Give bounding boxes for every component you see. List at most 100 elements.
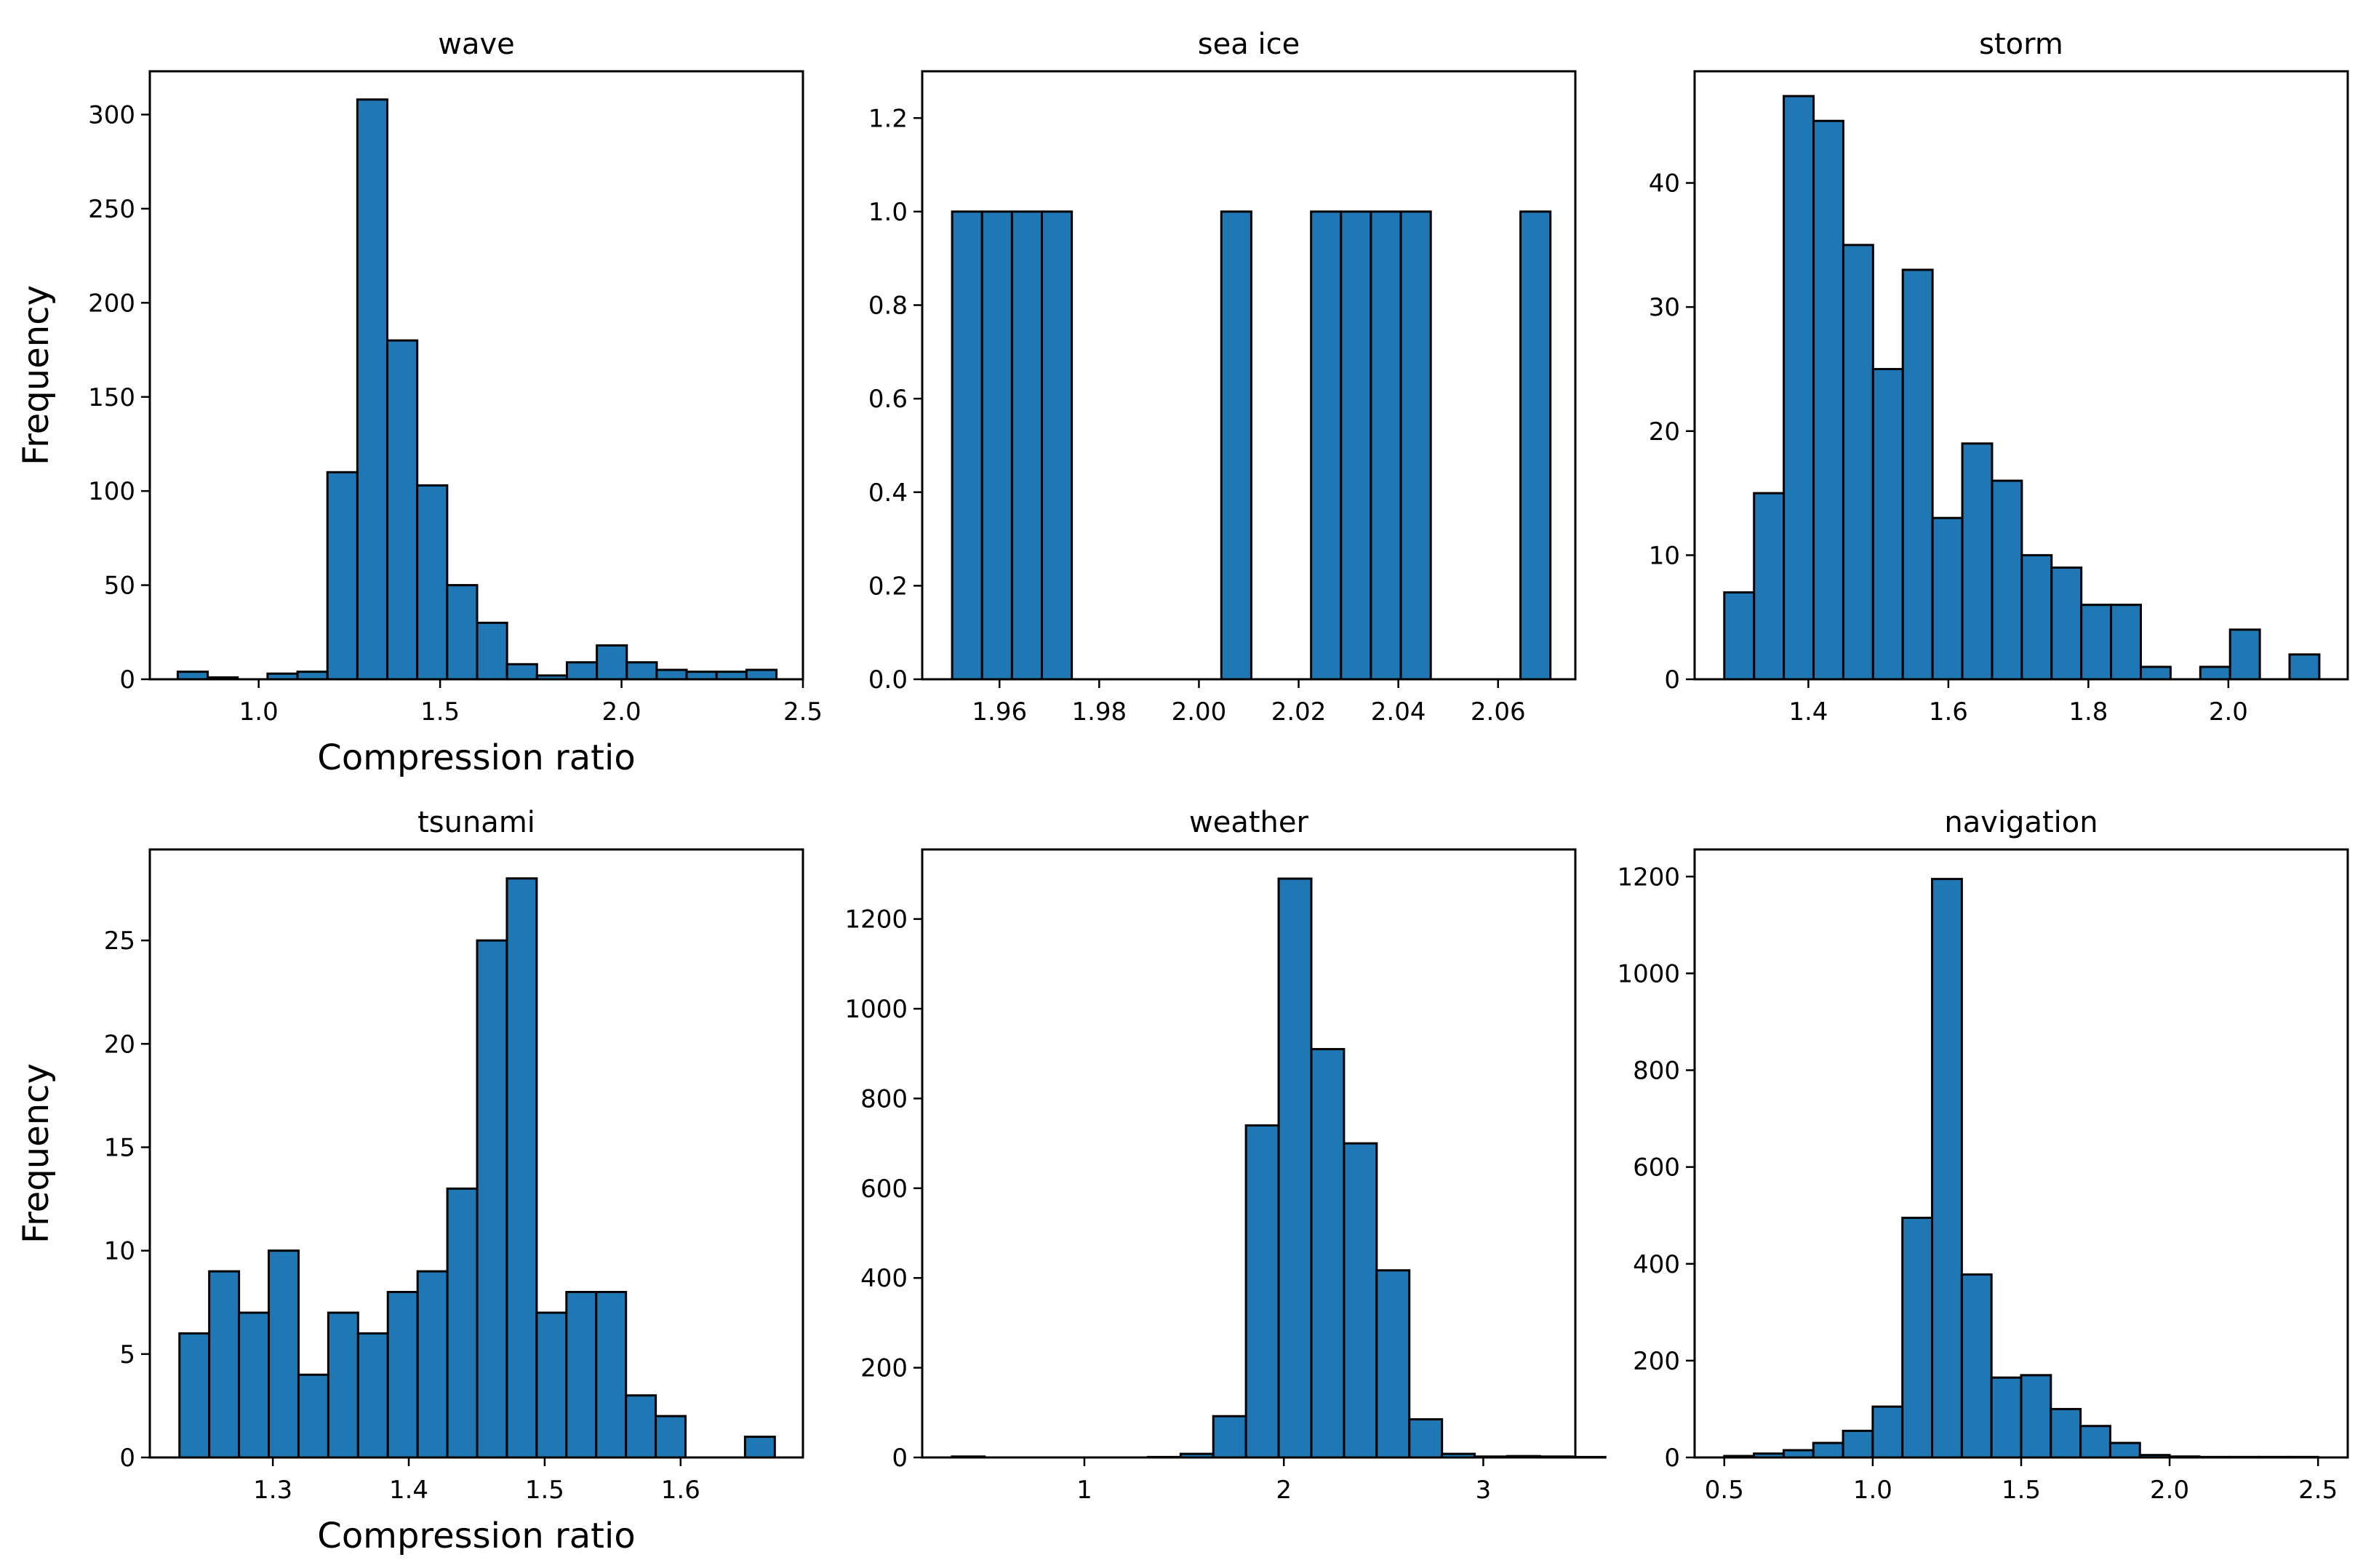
histogram-bar [1375, 1269, 1411, 1459]
y-tick-label: 1000 [844, 995, 908, 1024]
x-tick-label: 2.0 [2150, 1476, 2189, 1505]
axes-frame [921, 848, 1577, 1459]
axes-frame [148, 70, 804, 681]
x-tick-label: 1 [1076, 1476, 1092, 1505]
y-tick-label: 0.6 [868, 385, 908, 414]
histogram-bar [1931, 878, 1963, 1459]
histogram-bar [595, 1291, 628, 1459]
histogram-bar [1753, 492, 1786, 681]
x-tick-label: 2.0 [602, 697, 641, 727]
histogram-bar [356, 98, 389, 681]
y-tick-label: 1000 [1617, 959, 1680, 988]
histogram-bar [1783, 95, 1815, 681]
histogram-bar [2020, 553, 2053, 681]
histogram-bar [2020, 1374, 2052, 1459]
y-tick-label: 10 [1649, 541, 1680, 570]
histogram-bar [951, 210, 983, 681]
x-tick-label: 1.6 [661, 1476, 700, 1505]
histogram-bar [1991, 479, 2023, 681]
y-tick-label: 600 [860, 1175, 908, 1204]
histogram-bar [1842, 244, 1874, 681]
histogram-bar [685, 671, 718, 681]
histogram-bar [1723, 591, 1756, 681]
x-tick-label: 1.6 [1929, 697, 1968, 727]
y-tick-label: 200 [1633, 1347, 1680, 1376]
histogram-bar [476, 939, 508, 1459]
histogram-bar [1871, 1405, 1904, 1459]
x-tick-label: 2.00 [1172, 697, 1227, 727]
x-tick-label: 1.5 [2002, 1476, 2041, 1505]
x-axis-label: Compression ratio [317, 1516, 635, 1556]
histogram-bar [2108, 1441, 2141, 1459]
histogram-bar [2080, 604, 2113, 681]
histogram-bar [1212, 1415, 1247, 1459]
histogram-bar [1812, 1441, 1844, 1459]
histogram-bar [655, 1415, 687, 1459]
subplot-title: weather [1189, 806, 1308, 839]
y-tick-label: 0 [1664, 1444, 1680, 1473]
y-tick-label: 800 [860, 1084, 908, 1113]
histogram-bar [476, 621, 508, 681]
y-tick-label: 1200 [844, 905, 908, 935]
histogram-bar [356, 1332, 389, 1459]
histogram-bar [625, 1394, 657, 1459]
histogram-bar [296, 671, 329, 681]
histogram-bar [1343, 1142, 1378, 1459]
subplot-title: tsunami [417, 806, 535, 839]
y-tick-label: 300 [88, 101, 135, 130]
y-tick-label: 150 [88, 383, 135, 412]
y-tick-label: 20 [1649, 417, 1680, 447]
histogram-bar [505, 877, 538, 1459]
histogram-bar [268, 1249, 300, 1459]
histogram-bar [1244, 1124, 1280, 1459]
y-tick-label: 15 [104, 1133, 135, 1162]
histogram-bar [446, 584, 479, 681]
y-tick-label: 200 [88, 289, 135, 318]
histogram-bar [327, 1311, 359, 1459]
histogram-bar [1340, 210, 1372, 681]
histogram-bar [625, 661, 658, 681]
histogram-bar [297, 1373, 329, 1459]
histogram-bar [1901, 1217, 1934, 1459]
x-tick-label: 1.4 [389, 1476, 428, 1505]
y-tick-label: 100 [88, 477, 135, 506]
histogram-bar [1408, 1418, 1444, 1459]
x-tick-label: 3 [1476, 1476, 1492, 1505]
x-axis-label: Compression ratio [317, 737, 635, 778]
histogram-bar [1901, 268, 1934, 681]
axes-frame [148, 848, 804, 1459]
histogram-bar [535, 1311, 568, 1459]
y-tick-label: 200 [860, 1354, 908, 1383]
subplot-wave: 1.0 1.5 2.0 2.5 0 50 100 150 200 250 300 wave Compre… [16, 28, 823, 778]
x-tick-label: 1.5 [525, 1476, 564, 1505]
y-tick-label: 20 [104, 1030, 135, 1059]
axes-frame [1693, 70, 2349, 681]
y-tick-label: 10 [104, 1237, 135, 1266]
y-tick-label: 5 [119, 1340, 135, 1369]
y-axis-label: Frequency [16, 1063, 57, 1244]
histogram-bar [446, 1187, 479, 1459]
y-tick-label: 0 [1664, 665, 1680, 695]
histogram-bar [2110, 604, 2142, 681]
x-tick-label: 1.8 [2068, 697, 2108, 727]
y-tick-label: 0 [119, 665, 135, 695]
x-tick-label: 1.0 [1853, 1476, 1892, 1505]
histogram-bar [2050, 566, 2083, 681]
subplot-weather: 1 2 3 0 200 400 600 800 1000 1200 weather [844, 806, 1607, 1505]
histogram-bar [2139, 665, 2172, 681]
histogram-bar [1041, 210, 1073, 681]
histogram-bar [1220, 210, 1252, 681]
histogram-bar [178, 1332, 211, 1459]
y-tick-label: 1.2 [868, 104, 908, 133]
y-tick-label: 1.0 [868, 198, 908, 227]
histogram-bar [1277, 877, 1313, 1459]
histogram-bar [1842, 1429, 1874, 1459]
histogram-bar [505, 663, 538, 681]
y-tick-label: 0.8 [868, 292, 908, 321]
histogram-bar [655, 668, 688, 681]
y-tick-label: 400 [860, 1264, 908, 1293]
histogram-bar [1931, 516, 1964, 681]
x-tick-label: 1.0 [239, 697, 279, 727]
histogram-bar [1812, 119, 1844, 681]
